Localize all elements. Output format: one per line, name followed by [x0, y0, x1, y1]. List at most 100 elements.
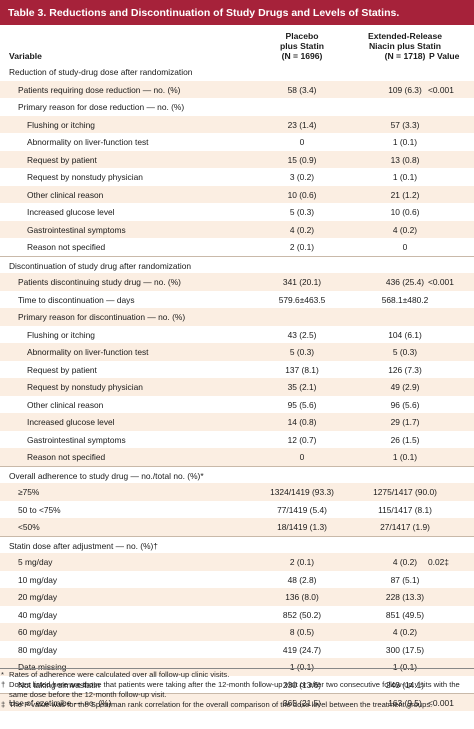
row-niacin-value: 243 (14.1) [385, 679, 425, 690]
table-header: Variable Placebo plus Statin (N = 1696) … [0, 25, 474, 63]
table-row: 60 mg/day 8 (0.5) 4 (0.2) [0, 623, 474, 641]
row-placebo-value: 77/1419 (5.4) [277, 504, 327, 515]
row-placebo-value: 2 (0.1) [289, 557, 315, 567]
row-label: Primary reason for discontinuation — no.… [18, 312, 186, 322]
row-pvalue: 0.02‡ [428, 557, 449, 567]
row-label: Abnormality on liver-function test [27, 347, 149, 357]
table-row: 50 to <75% 77/1419 (5.4) 115/1417 (8.1) [0, 501, 474, 519]
table-row: Use of ezetimibe — no. (%) 365 (21.5) 163 … [0, 693, 474, 711]
table-row: Primary reason for discontinuation — no.… [0, 308, 474, 326]
row-label: Flushing or itching [27, 329, 95, 340]
table-row: Reason not specified 0 1 (0.1) [0, 448, 474, 466]
footnotes: * Rates of adherence were calculated over… [1, 670, 471, 710]
row-niacin-value: 96 (5.6) [390, 399, 420, 410]
table-row: Flushing or itching 23 (1.4) 57 (3.3) [0, 115, 474, 133]
table-row: Statin dose after adjustment — no. (%)† [0, 535, 474, 554]
table-row: 20 mg/day 136 (8.0) 228 (13.3) [0, 588, 474, 606]
table-row: Primary reason for dose reduction — no. … [0, 98, 474, 116]
row-label: Discontinuation of study drug after rand… [9, 260, 192, 271]
table-row: Abnormality on liver-function test 5 (0.3… [0, 343, 474, 361]
row-placebo-value: 2 (0.1) [289, 242, 315, 252]
row-niacin-value: 1 (0.1) [392, 662, 418, 672]
row-niacin-value: 1275/1417 (90.0) [373, 487, 437, 497]
row-placebo-value: 1 (0.1) [289, 662, 315, 672]
row-label: Gastrointestinal symptoms [27, 224, 126, 235]
row-niacin-value: 1 (0.1) [392, 137, 418, 147]
row-niacin-value: 49 (2.9) [390, 382, 420, 392]
row-niacin-value: 115/1417 (8.1) [378, 504, 432, 515]
row-label: 40 mg/day [18, 609, 58, 620]
row-placebo-value: 58 (3.4) [287, 84, 317, 95]
row-label: Other clinical reason [27, 399, 104, 410]
row-placebo-value: 18/1419 (1.3) [277, 522, 327, 532]
table-row: Increased glucose level 14 (0.8) 29 (1.7) [0, 413, 474, 431]
row-placebo-value: 5 (0.3) [289, 207, 315, 217]
footnote-text: Rates of adherence were calculated over … [9, 670, 230, 679]
table-row: Abnormality on liver-function test 0 1 (0.… [0, 133, 474, 151]
row-niacin-value: 109 (6.3) [388, 84, 422, 95]
row-niacin-value: 104 (6.1) [388, 329, 422, 340]
table-row: Time to discontinuation — days 579.6±463.… [0, 291, 474, 309]
row-placebo-value: 852 (50.2) [282, 609, 322, 620]
row-niacin-value: 29 (1.7) [390, 417, 420, 427]
row-label: Overall adherence to study drug — no./to… [9, 470, 204, 481]
row-label: 5 mg/day [18, 557, 53, 567]
row-placebo-value: 14 (0.8) [287, 417, 317, 427]
row-label: ≥75% [18, 487, 40, 497]
table-title: Table 3. Reductions and Discontinuation … [0, 0, 474, 25]
row-niacin-value: 87 (5.1) [390, 574, 420, 585]
row-label: <50% [18, 522, 40, 532]
row-label: Request by nonstudy physician [27, 172, 143, 182]
row-niacin-value: 163 (9.5) [388, 698, 422, 708]
footnote: ‡ The P value was for the Spearman rank c… [1, 700, 471, 710]
row-placebo-value: 43 (2.5) [287, 329, 317, 340]
table-row: 40 mg/day 852 (50.2) 851 (49.5) [0, 606, 474, 624]
table-row: Request by nonstudy physician 35 (2.1) 49 … [0, 378, 474, 396]
row-placebo-value: 341 (20.1) [282, 277, 322, 287]
table-row: Overall adherence to study drug — no./to… [0, 465, 474, 484]
row-niacin-value: 21 (1.2) [390, 189, 420, 200]
row-placebo-value: 5 (0.3) [289, 347, 315, 357]
table-row: Reason not specified 2 (0.1) 0 [0, 238, 474, 256]
row-label: Request by nonstudy physician [27, 382, 143, 392]
row-niacin-value: 26 (1.5) [390, 434, 420, 445]
header-niacin-line-2: Niacin plus Statin [368, 41, 442, 51]
table-row: Patients discontinuing study drug — no. … [0, 273, 474, 291]
data-table: Variable Placebo plus Statin (N = 1696) … [0, 25, 474, 711]
row-placebo-value: 10 (0.6) [287, 189, 317, 200]
table-row: Discontinuation of study drug after rand… [0, 255, 474, 274]
table-row: Gastrointestinal symptoms 12 (0.7) 26 (1.5… [0, 431, 474, 449]
row-label: Reason not specified [27, 452, 106, 462]
table-row: Other clinical reason 95 (5.6) 96 (5.6) [0, 396, 474, 414]
row-placebo-value: 35 (2.1) [287, 382, 317, 392]
footnote: * Rates of adherence were calculated over… [1, 670, 471, 680]
footnote-symbol: † [1, 679, 6, 689]
row-niacin-value: 0 [402, 242, 408, 252]
row-placebo-value: 136 (8.0) [285, 592, 319, 602]
row-niacin-value: 4 (0.2) [392, 557, 418, 567]
row-niacin-value: 126 (7.3) [388, 364, 422, 375]
row-label: Not taking simvastatin [18, 679, 100, 690]
row-placebo-value: 12 (0.7) [287, 434, 317, 445]
row-placebo-value: 95 (5.6) [287, 399, 317, 410]
row-label: Request by patient [27, 154, 97, 165]
row-label: 20 mg/day [18, 592, 58, 602]
row-placebo-value: 48 (2.8) [287, 574, 317, 585]
footnote-symbol: * [1, 670, 4, 679]
row-label: Reduction of study-drug dose after rando… [9, 67, 193, 77]
row-label: Request by patient [27, 364, 97, 375]
table-row: Gastrointestinal symptoms 4 (0.2) 4 (0.2) [0, 220, 474, 238]
table-row: ≥75% 1324/1419 (93.3) 1275/1417 (90.0) [0, 483, 474, 501]
table-row: Not taking simvastatin 230 (13.6) 243 (14.… [0, 676, 474, 694]
row-label: Patients discontinuing study drug — no. … [18, 277, 181, 287]
header-niacin-line-1: Extended-Release [367, 31, 443, 41]
row-niacin-value: 1 (0.1) [392, 172, 418, 182]
footnote-text: The P value was for the Spearman rank co… [9, 699, 433, 709]
row-niacin-value: 568.1±480.2 [381, 294, 429, 305]
row-placebo-value: 3 (0.2) [289, 172, 315, 182]
row-placebo-value: 579.6±463.5 [278, 294, 326, 305]
header-placebo: Placebo plus Statin (N = 1696) [258, 31, 346, 61]
row-label: 50 to <75% [18, 504, 61, 515]
row-placebo-value: 365 (21.5) [282, 698, 322, 708]
row-niacin-value: 57 (3.3) [390, 119, 420, 130]
